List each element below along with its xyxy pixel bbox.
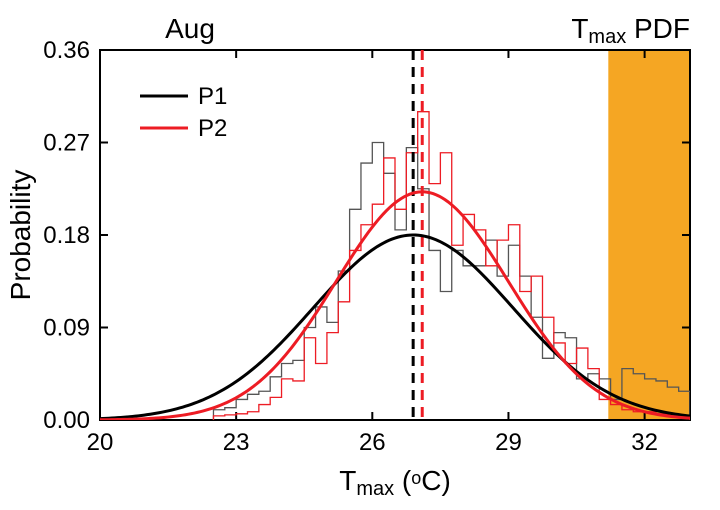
y-axis-title: Probability [5, 170, 36, 301]
y-tick-label: 0.36 [43, 37, 90, 64]
pdf-chart: 20 23 26 29 32 0.00 0.09 0.18 0.27 0.36 Tmax (oC) P… [0, 0, 720, 510]
x-tick-label: 20 [87, 429, 114, 456]
y-tick-label: 0.27 [43, 130, 90, 157]
chart-container: 20 23 26 29 32 0.00 0.09 0.18 0.27 0.36 Tmax (oC) P… [0, 0, 720, 510]
highlight-band [608, 50, 690, 420]
x-tick-label: 29 [495, 429, 522, 456]
top-right-label: Tmax PDF [571, 13, 690, 48]
x-tick-label: 26 [359, 429, 386, 456]
x-tick-label: 32 [631, 429, 658, 456]
y-tick-label: 0.18 [43, 222, 90, 249]
axes-box [100, 50, 690, 420]
y-tick-label: 0.00 [43, 407, 90, 434]
legend-label-p2: P2 [198, 115, 227, 142]
pdf-curve-p1 [100, 235, 690, 419]
x-tick-label: 23 [223, 429, 250, 456]
top-left-label: Aug [165, 13, 215, 44]
legend-label-p1: P1 [198, 83, 227, 110]
x-axis-title: Tmax (oC) [339, 465, 451, 500]
y-tick-label: 0.09 [43, 315, 90, 342]
